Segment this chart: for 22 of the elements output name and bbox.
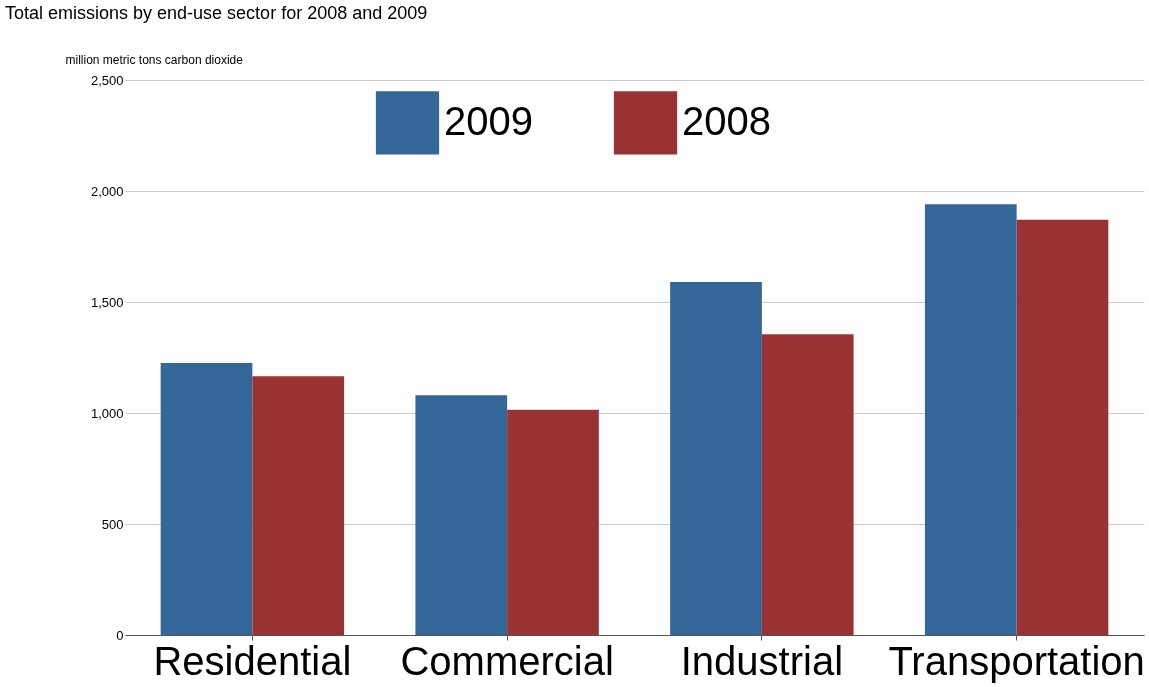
y-tick-label: 1,000 <box>90 405 124 421</box>
x-tick-label: Industrial <box>680 638 844 683</box>
y-tick-label: 2,000 <box>90 183 124 199</box>
y-tick-label: 1,500 <box>90 294 124 310</box>
y-tick-label: 0 <box>116 627 124 643</box>
bar <box>670 282 762 635</box>
bar <box>507 409 599 635</box>
x-tick-label: Commercial <box>400 638 614 683</box>
bar <box>252 376 345 635</box>
bar <box>924 204 1017 635</box>
bar <box>160 363 253 635</box>
bar <box>415 395 508 635</box>
x-tick-label: Residential <box>153 638 352 683</box>
y-axis-title: million metric tons carbon dioxide <box>65 52 244 67</box>
legend-label: 2008 <box>682 98 771 143</box>
bar <box>1016 219 1109 635</box>
y-tick-label: 500 <box>101 516 124 532</box>
legend-label: 2009 <box>444 98 533 143</box>
x-tick-label: Transportation <box>888 638 1145 683</box>
chart-title: Total emissions by end-use sector for 2008 and 2009 <box>5 3 428 23</box>
y-tick-label: 2,500 <box>90 72 124 88</box>
bar <box>761 334 854 635</box>
